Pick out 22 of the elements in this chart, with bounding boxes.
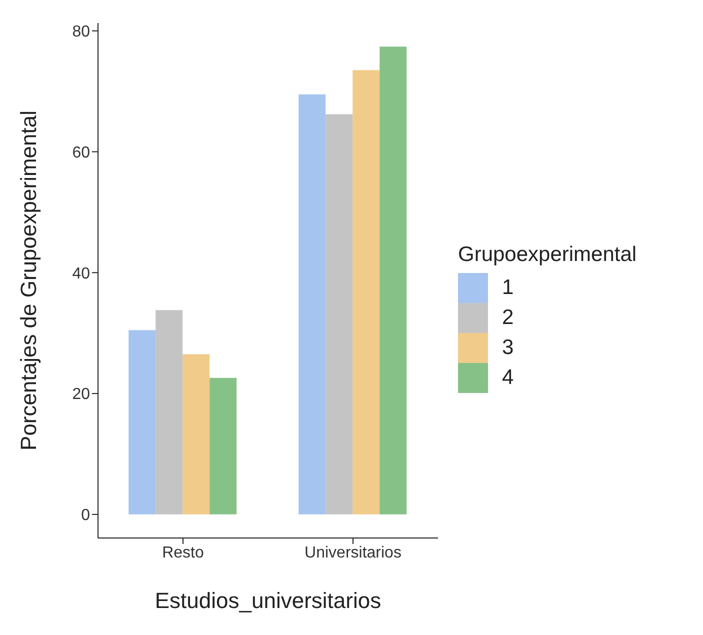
y-axis-title: Porcentajes de Grupoexperimental <box>16 110 41 450</box>
legend-title: Grupoexperimental <box>458 243 638 267</box>
x-tick-label: Universitarios <box>304 544 402 562</box>
y-tick-label: 60 <box>72 144 90 162</box>
bar <box>156 310 183 514</box>
legend-label: 1 <box>502 276 514 300</box>
legend-label: 2 <box>502 306 514 330</box>
bar <box>298 94 326 514</box>
bar <box>182 354 210 514</box>
bar <box>380 46 407 514</box>
y-tick-label: 0 <box>81 507 90 524</box>
y-tick-label: 40 <box>72 265 90 282</box>
x-axis-title: Estudios_universitarios <box>154 588 382 613</box>
bar <box>352 70 380 514</box>
y-tick-label: 20 <box>72 386 90 404</box>
bar <box>326 114 353 514</box>
y-tick-label: 80 <box>72 24 90 41</box>
legend-label: 4 <box>502 366 514 390</box>
bar <box>210 378 237 514</box>
legend-label: 3 <box>502 336 514 360</box>
x-tick-label: Resto <box>162 544 204 562</box>
bar <box>128 330 156 514</box>
